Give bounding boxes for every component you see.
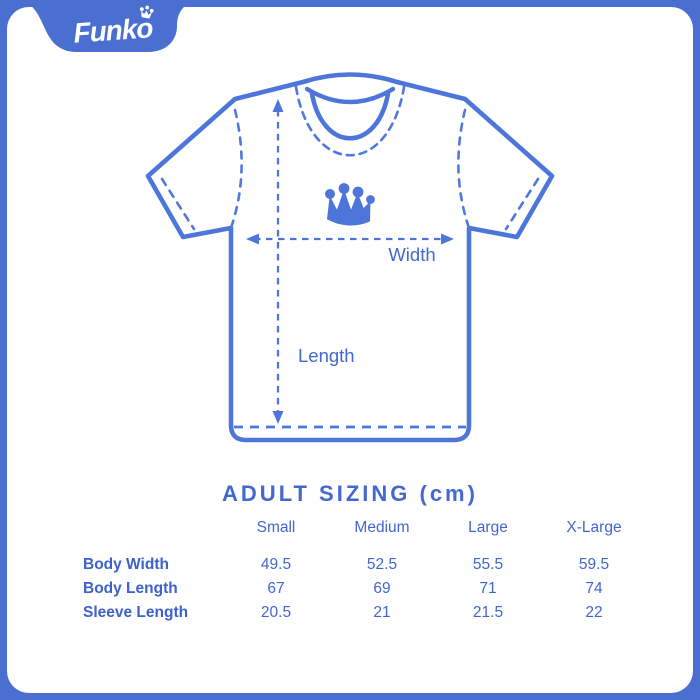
width-arrowhead-right	[441, 233, 454, 245]
col-header-small: Small	[256, 519, 296, 536]
logo-tab-shape	[24, 0, 197, 52]
size-header-row: Small Medium Large X-Large	[80, 517, 647, 539]
col-header-x-large: X-Large	[566, 519, 622, 536]
tshirt-diagram: Width Length	[145, 72, 555, 443]
sizing-table: Small Medium Large X-Large Body Width 49…	[80, 517, 647, 625]
logo-crown-icon	[139, 5, 154, 19]
length-arrowhead-down	[272, 411, 284, 424]
logo-wordmark: Funko	[72, 12, 154, 48]
value-cell: 49.5	[260, 556, 292, 573]
col-header-medium: Medium	[354, 519, 410, 536]
sizing-title: ADULT SIZING (cm)	[222, 481, 478, 506]
value-cell: 22	[585, 604, 603, 621]
row-label: Sleeve Length	[83, 604, 189, 621]
crown-icon	[325, 183, 375, 226]
value-cell: 55.5	[472, 556, 504, 573]
value-cell: 74	[585, 580, 603, 597]
row-label: Body Length	[83, 580, 178, 597]
tshirt-outline	[145, 72, 555, 443]
width-label: Width	[388, 244, 435, 265]
table-row-sleeve-length: Sleeve Length 20.5 21 21.5 22	[80, 601, 647, 625]
value-cell: 59.5	[578, 556, 610, 573]
length-arrow	[272, 99, 284, 424]
width-arrowhead-left	[246, 233, 259, 245]
collar-band-line	[304, 86, 396, 105]
funko-logo: Funko	[24, 0, 197, 52]
collar-inner-u	[309, 91, 391, 141]
left-armhole-seam-dashed	[229, 108, 243, 230]
value-cell: 67	[267, 580, 285, 597]
value-cell: 21	[373, 604, 391, 621]
value-cell: 69	[373, 580, 391, 597]
collar-stitch-dashed	[294, 85, 406, 157]
length-label: Length	[298, 345, 355, 366]
col-header-large: Large	[468, 519, 508, 536]
table-row-body-length: Body Length 67 69 71 74	[80, 577, 647, 601]
row-label: Body Width	[83, 556, 169, 573]
value-cell: 71	[479, 580, 497, 597]
value-cell: 20.5	[260, 604, 292, 621]
table-row-body-width: Body Width 49.5 52.5 55.5 59.5	[80, 553, 647, 577]
value-cell: 52.5	[366, 556, 398, 573]
right-cuff-seam-dashed	[504, 177, 540, 231]
width-arrow	[246, 233, 454, 245]
value-cell: 21.5	[472, 604, 504, 621]
length-arrowhead-up	[272, 99, 284, 112]
right-armhole-seam-dashed	[457, 108, 471, 230]
left-cuff-seam-dashed	[160, 177, 196, 231]
size-table-body: Body Width 49.5 52.5 55.5 59.5 Body Leng…	[80, 553, 647, 625]
